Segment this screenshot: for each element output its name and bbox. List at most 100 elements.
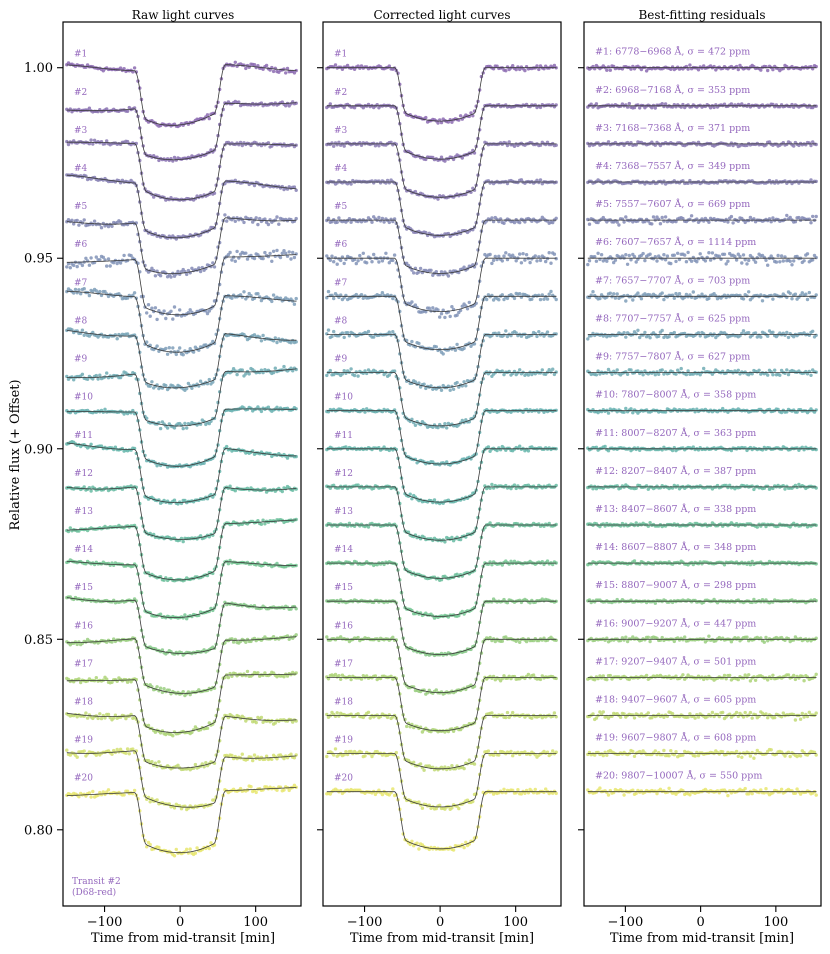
data-point	[148, 800, 152, 804]
data-point	[294, 487, 298, 491]
series-label: #9	[74, 355, 88, 365]
data-point	[212, 341, 217, 346]
data-point	[85, 716, 90, 720]
data-point	[75, 755, 79, 759]
data-point	[330, 254, 334, 258]
data-point	[287, 788, 291, 793]
series-raw-6	[65, 248, 298, 322]
data-point	[65, 748, 69, 752]
data-point	[535, 259, 539, 263]
data-point	[113, 445, 118, 449]
data-point	[361, 251, 365, 255]
series-label: #15	[334, 583, 353, 593]
data-point	[89, 138, 93, 142]
series-raw-17	[65, 669, 298, 738]
data-point	[202, 765, 206, 769]
series-label: #8	[334, 316, 348, 326]
data-point	[273, 366, 277, 370]
data-point	[518, 444, 522, 448]
data-point	[153, 761, 158, 765]
series-corr-8	[325, 328, 558, 392]
model-line	[326, 448, 557, 503]
data-point	[191, 350, 196, 354]
data-point	[335, 262, 339, 266]
data-point	[91, 142, 95, 146]
series-corr-3	[325, 140, 558, 201]
data-point	[292, 185, 297, 189]
series-label: #8	[74, 316, 88, 326]
data-point	[242, 220, 246, 225]
data-point	[333, 63, 338, 67]
data-point	[325, 635, 329, 639]
data-point	[251, 758, 255, 763]
data-point	[70, 218, 74, 222]
series-label: #10	[334, 393, 353, 403]
data-point	[275, 340, 279, 345]
data-point	[450, 535, 454, 540]
data-point	[89, 489, 93, 493]
data-point	[252, 753, 257, 757]
series-raw-12	[65, 484, 298, 544]
data-point	[289, 752, 293, 756]
data-point	[129, 712, 133, 717]
data-point	[101, 790, 106, 794]
series-label: #16	[334, 621, 353, 631]
series-label: #3	[74, 126, 88, 136]
data-point	[332, 218, 336, 222]
data-point	[266, 405, 271, 409]
data-point	[554, 408, 558, 412]
data-point	[242, 290, 246, 294]
data-point	[132, 66, 137, 70]
data-point	[326, 328, 331, 332]
data-point	[72, 222, 76, 226]
data-point	[438, 315, 442, 319]
data-point	[339, 677, 343, 681]
series-label: #6	[334, 240, 348, 250]
data-point	[94, 373, 99, 378]
data-point	[263, 757, 267, 761]
data-point	[349, 677, 353, 682]
data-point	[230, 296, 234, 300]
data-point	[263, 250, 267, 255]
data-point	[72, 378, 76, 382]
x-axis-label-raw: Time from mid-transit [min]	[91, 931, 275, 946]
series-label: #5	[74, 202, 88, 212]
data-point	[162, 687, 166, 691]
data-point	[96, 377, 100, 381]
data-point	[103, 716, 107, 720]
data-point	[523, 68, 527, 73]
data-point	[185, 426, 189, 430]
data-point	[153, 306, 158, 310]
data-point	[89, 795, 93, 799]
data-point	[131, 408, 135, 413]
data-point	[87, 293, 92, 298]
data-point	[512, 220, 517, 225]
data-point	[285, 456, 290, 460]
data-point	[365, 261, 369, 265]
data-point	[289, 257, 293, 261]
data-point	[469, 111, 473, 115]
data-point	[436, 308, 440, 312]
data-point	[380, 259, 385, 263]
data-point	[392, 253, 397, 257]
data-point	[148, 314, 152, 318]
data-point	[233, 60, 237, 64]
data-point	[105, 264, 109, 268]
data-point	[103, 407, 107, 411]
data-point	[174, 352, 178, 357]
data-point	[157, 845, 161, 850]
data-point	[443, 422, 447, 426]
data-point	[291, 369, 295, 373]
panel-title-raw: Raw light curves	[132, 8, 235, 22]
data-point	[212, 191, 217, 195]
series-raw-7	[65, 287, 298, 357]
data-point	[486, 445, 491, 449]
data-point	[504, 329, 508, 333]
data-point	[80, 263, 85, 268]
data-point	[146, 723, 151, 728]
plot-area: #1#2#3#4#5#6#7#8#9#10#11#12#13#14#15#16#…	[24, 21, 822, 930]
data-point	[66, 142, 71, 147]
data-point	[87, 263, 92, 267]
data-point	[254, 790, 258, 795]
